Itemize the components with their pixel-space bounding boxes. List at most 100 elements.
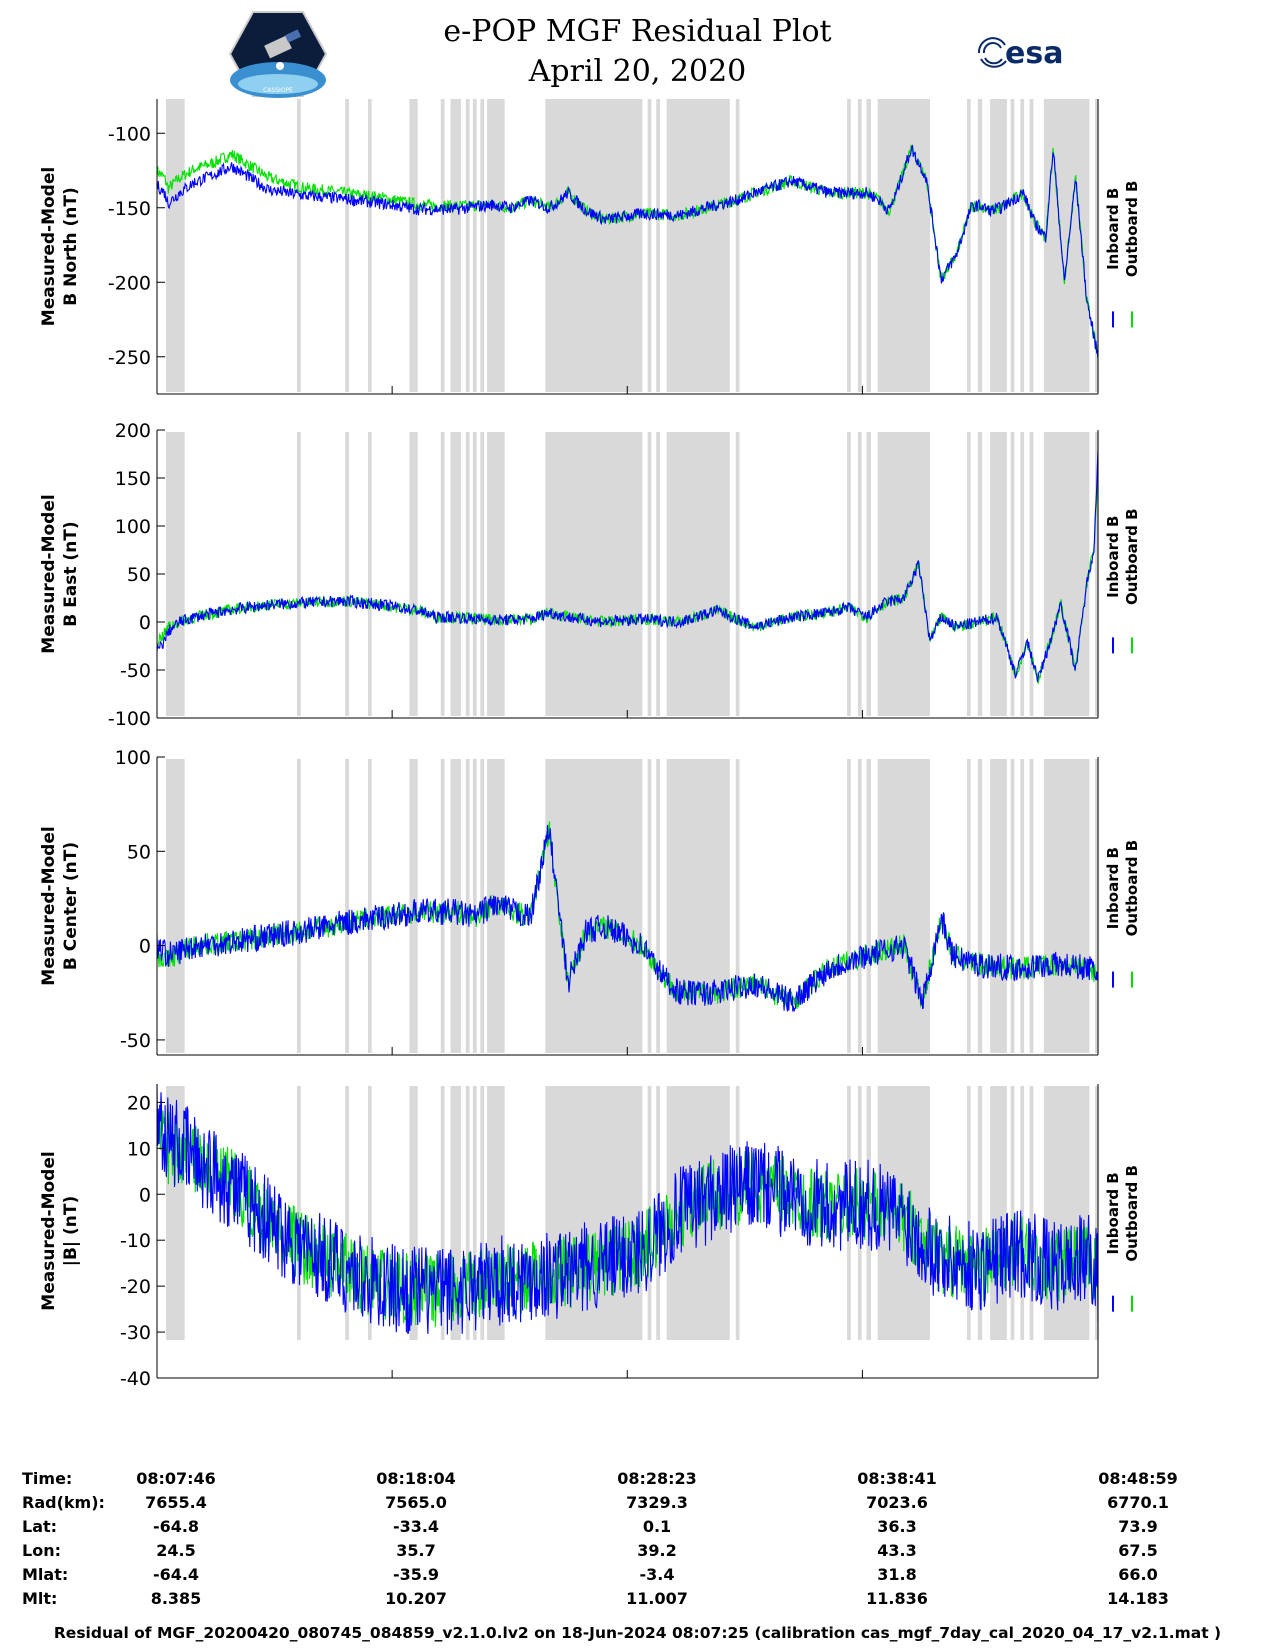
y-tick-label: 50 [127, 841, 151, 863]
data-gap-band [847, 99, 851, 392]
y-axis-label: Measured-Model [39, 1151, 59, 1310]
data-gap-band [297, 99, 301, 392]
data-gap-band [165, 432, 185, 716]
footer-note: Residual of MGF_20200420_080745_084859_v… [53, 1624, 1222, 1642]
y-tick-label: -20 [120, 1276, 151, 1298]
data-gap-band [977, 432, 983, 716]
data-gap-band [409, 1086, 418, 1340]
y-tick-label: 0 [139, 612, 151, 634]
data-gap-band [545, 759, 643, 1053]
chart-date: April 20, 2020 [528, 54, 747, 89]
data-gap-band [1010, 759, 1015, 1053]
y-tick-label: 150 [115, 468, 151, 490]
y-tick-label: 0 [139, 1184, 151, 1206]
mlt-value: 11.836 [866, 1589, 928, 1608]
time-value: 08:18:04 [376, 1469, 456, 1488]
data-gap-band [345, 99, 349, 392]
y-tick-label: 200 [115, 420, 151, 442]
data-gap-band [345, 759, 349, 1053]
legend-inboard-label: Inboard B [1104, 1172, 1122, 1254]
legend-outboard-label: Outboard B [1123, 508, 1141, 605]
lat-value: -64.8 [152, 1517, 200, 1536]
data-gap-band [866, 759, 871, 1053]
data-gap-band [1095, 99, 1099, 392]
y-axis-label: B East (nT) [61, 521, 81, 626]
legend-inboard-label: Inboard B [1104, 516, 1122, 598]
data-gap-band [1010, 1086, 1015, 1340]
y-tick-label: 0 [139, 936, 151, 958]
cassiope-logo-icon: CASSIOPE [228, 11, 328, 98]
data-gap-band [977, 1086, 983, 1340]
inboard-trace [156, 824, 1099, 1013]
data-gap-band [345, 1086, 349, 1340]
data-gap-band [367, 759, 372, 1053]
data-gap-band [866, 432, 871, 716]
inboard-trace [156, 1083, 1099, 1335]
legend-outboard-label: Outboard B [1123, 181, 1141, 278]
esa-logo-icon: esa [977, 36, 1063, 71]
y-tick-label: -10 [120, 1230, 151, 1252]
inboard-trace [156, 144, 1099, 360]
y-axis-label: Measured-Model [39, 494, 59, 653]
data-gap-band [1020, 432, 1025, 716]
radius-value: 7565.0 [385, 1493, 447, 1512]
data-gap-band [735, 759, 740, 1053]
y-tick-label: -30 [120, 1322, 151, 1344]
y-axis-label: B Center (nT) [61, 842, 81, 970]
data-gap-band [367, 432, 372, 716]
data-gap-band [666, 759, 730, 1053]
data-gap-band [465, 1086, 470, 1340]
data-gap-band [1020, 1086, 1025, 1340]
y-tick-label: -50 [120, 660, 151, 682]
y-tick-label: 100 [115, 747, 151, 769]
lat-value: -33.4 [392, 1517, 440, 1536]
data-gap-band [409, 99, 418, 392]
data-gap-band [1029, 759, 1034, 1053]
data-gap-band [847, 759, 851, 1053]
y-tick-label: 100 [115, 516, 151, 538]
lat-value: 36.3 [877, 1517, 917, 1536]
data-gap-band [857, 759, 862, 1053]
y-axis-label: B North (nT) [61, 187, 81, 306]
data-gap-band [666, 432, 730, 716]
footer-label-lon: Lon: [22, 1541, 61, 1560]
data-gap-band [1043, 432, 1090, 716]
time-value: 08:48:59 [1098, 1469, 1178, 1488]
data-gap-band [977, 99, 983, 392]
data-gap-band [990, 99, 1007, 392]
time-value: 08:07:46 [136, 1469, 216, 1488]
data-gap-band [465, 432, 470, 716]
data-gap-band [450, 1086, 461, 1340]
data-gap-band [857, 99, 862, 392]
data-gap-band [480, 1086, 485, 1340]
lat-value: 0.1 [642, 1517, 672, 1536]
y-axis-label: Measured-Model [39, 826, 59, 985]
footer-label-mlt: Mlt: [22, 1589, 58, 1608]
data-gap-band [480, 99, 485, 392]
y-tick-label: -200 [108, 272, 151, 294]
data-gap-band [877, 432, 930, 716]
lat-value: 73.9 [1118, 1517, 1158, 1536]
mlat-value: 31.8 [877, 1565, 917, 1584]
data-gap-band [165, 99, 185, 392]
data-gap-band [1010, 432, 1015, 716]
lon-value: 39.2 [637, 1541, 677, 1560]
time-value: 08:28:23 [617, 1469, 697, 1488]
data-gap-band [990, 432, 1007, 716]
data-gap-band [545, 1086, 643, 1340]
data-gap-band [647, 432, 652, 716]
data-gap-band [735, 99, 740, 392]
legend-inboard-label: Inboard B [1104, 847, 1122, 929]
mlat-value: -3.4 [639, 1565, 675, 1584]
data-gap-band [1043, 759, 1090, 1053]
data-gap-band [735, 432, 740, 716]
lon-value: 67.5 [1118, 1541, 1158, 1560]
data-gap-band [440, 99, 445, 392]
lon-value: 35.7 [396, 1541, 436, 1560]
inboard-trace [156, 449, 1099, 683]
data-gap-band [472, 99, 477, 392]
data-gap-band [966, 432, 971, 716]
data-gap-band [480, 432, 485, 716]
mlt-value: 10.207 [385, 1589, 447, 1608]
